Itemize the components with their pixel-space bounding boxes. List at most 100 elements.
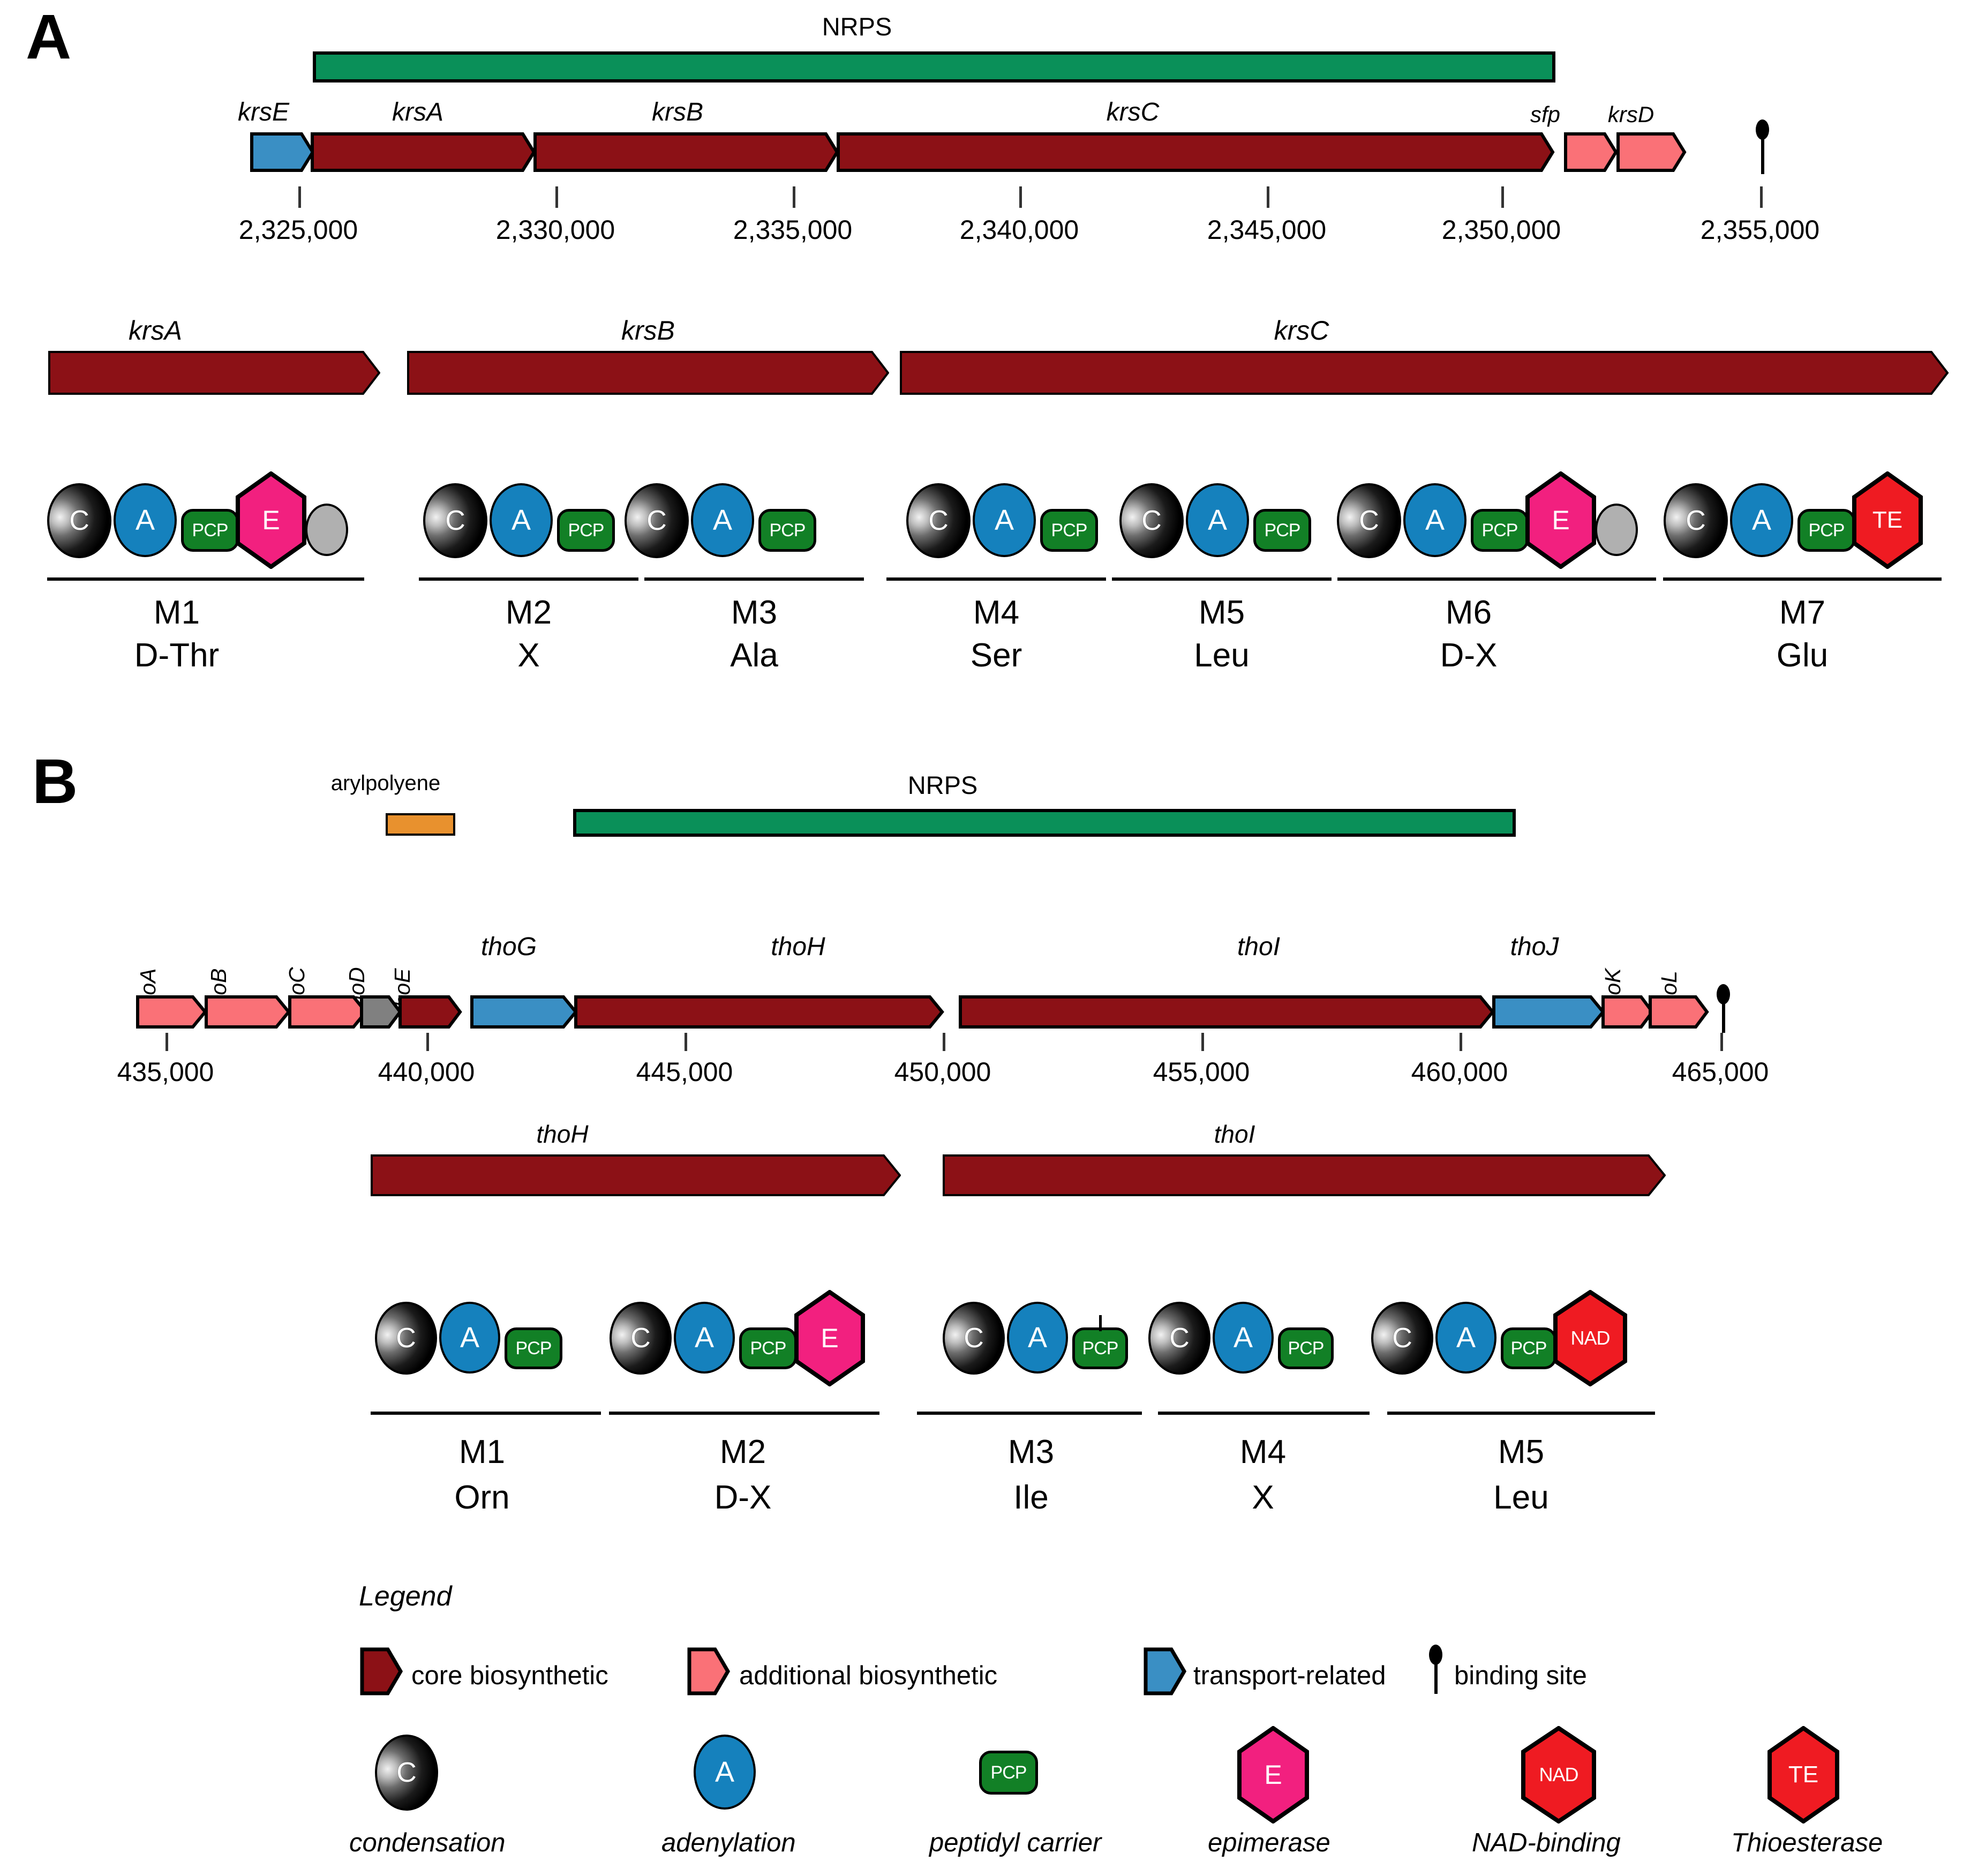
domain-adenylation[interactable]: A (1435, 1302, 1496, 1374)
panel-a-gene-krsA[interactable] (311, 132, 536, 172)
domain-peptidyl-carrier[interactable]: PCP (758, 509, 816, 552)
panel-a-binding-site-head (1756, 119, 1769, 140)
legend-symbol: NAD (1539, 1764, 1578, 1785)
panel-b-gene-thoD[interactable] (360, 995, 402, 1029)
legend-symbol: A (715, 1756, 735, 1788)
domain-condensation[interactable]: C (423, 483, 487, 558)
panel-b-gene-thoI[interactable] (959, 995, 1495, 1029)
module-underline (609, 1412, 879, 1415)
domain-label: A (1233, 1322, 1253, 1354)
domain-peptidyl-carrier[interactable]: PCP (1072, 1327, 1128, 1369)
domain-peptidyl-carrier[interactable]: PCP (1278, 1327, 1334, 1369)
domain-peptidyl-carrier[interactable]: PCP (1471, 509, 1529, 552)
domain-peptidyl-carrier[interactable]: PCP (1253, 509, 1311, 552)
domain-adenylation[interactable]: A (490, 483, 553, 557)
domain-condensation[interactable]: C (1664, 483, 1728, 558)
panel-a-protein-arrow-krsB[interactable] (407, 351, 889, 395)
domain-condensation[interactable]: C (47, 483, 111, 558)
domain-label: A (1207, 504, 1228, 536)
domain-adenylation[interactable]: A (1213, 1302, 1274, 1374)
domain-peptidyl-carrier[interactable]: PCP (1501, 1327, 1556, 1369)
panel-a-gene-krsB[interactable] (533, 132, 839, 172)
panel-b-binding-site-stem (1099, 1315, 1102, 1331)
domain-peptidyl-carrier[interactable]: PCP (739, 1327, 797, 1369)
module-underline (644, 577, 864, 581)
panel-a-protein-arrow-krsC[interactable] (900, 351, 1950, 395)
domain-label: PCP (568, 520, 605, 541)
domain-label: A (135, 504, 155, 536)
legend-swatch-thioesterase: TE (1768, 1726, 1839, 1824)
domain-adenylation[interactable]: A (674, 1302, 735, 1374)
module-substrate: Orn (454, 1479, 510, 1516)
domain-peptidyl-carrier[interactable]: PCP (505, 1327, 562, 1369)
domain-inactive[interactable] (1595, 504, 1638, 556)
panel-b-letter: B (32, 746, 78, 817)
domain-condensation[interactable]: C (1148, 1302, 1210, 1375)
domain-adenylation[interactable]: A (691, 483, 754, 557)
domain-condensation[interactable]: C (1337, 483, 1401, 558)
panel-a-region-label-nrps: NRPS (822, 12, 892, 41)
domain-condensation[interactable]: C (610, 1302, 672, 1375)
panel-b-gene-thoH[interactable] (574, 995, 944, 1029)
legend-label-peptidyl-carrier: peptidyl carrier (929, 1828, 1102, 1857)
domain-epimerase[interactable]: E (794, 1290, 865, 1386)
panel-a-tick-0 (298, 186, 301, 208)
panel-a-binding-site-stem (1761, 137, 1764, 174)
domain-adenylation[interactable]: A (973, 483, 1036, 557)
domain-adenylation[interactable]: A (1007, 1302, 1068, 1374)
panel-b-gene-thoL[interactable] (1649, 995, 1709, 1029)
panel-b-gene-thoC[interactable] (288, 995, 368, 1029)
panel-a-gene-label-krsC: krsC (1106, 98, 1160, 126)
domain-inactive[interactable] (305, 504, 348, 556)
panel-b-gene-label-thoG: thoG (480, 933, 537, 961)
panel-a-gene-krsC[interactable] (837, 132, 1555, 172)
panel-b-gene-thoA[interactable] (136, 995, 207, 1029)
panel-b-ticklabel-4: 455,000 (1153, 1057, 1250, 1087)
panel-b-gene-thoG[interactable] (470, 995, 578, 1029)
domain-epimerase[interactable]: E (1525, 471, 1596, 569)
panel-b-gene-thoK[interactable] (1601, 995, 1654, 1029)
module-name: M4 (1239, 1434, 1287, 1470)
legend-swatch-nad-binding: NAD (1521, 1726, 1596, 1824)
panel-b-region-bar-arylpolyene (386, 813, 455, 836)
panel-a-tick-2 (793, 186, 795, 208)
domain-nad-binding[interactable]: NAD (1553, 1290, 1627, 1386)
domain-condensation[interactable]: C (906, 483, 971, 558)
domain-adenylation[interactable]: A (439, 1302, 500, 1374)
panel-a-region-bar-nrps (313, 51, 1555, 82)
domain-condensation[interactable]: C (1119, 483, 1184, 558)
domain-adenylation[interactable]: A (114, 483, 177, 557)
legend-label-thioesterase: Thioesterase (1731, 1828, 1883, 1857)
domain-label: C (964, 1323, 984, 1354)
domain-label: PCP (1082, 1338, 1119, 1359)
panel-b-gene-thoJ[interactable] (1492, 995, 1605, 1029)
domain-peptidyl-carrier[interactable]: PCP (181, 509, 239, 552)
domain-peptidyl-carrier[interactable]: PCP (1798, 509, 1855, 552)
panel-b-binding-site-stem (1722, 1000, 1725, 1033)
domain-condensation[interactable]: C (375, 1302, 437, 1375)
domain-label: PCP (750, 1338, 787, 1359)
domain-epimerase[interactable]: E (236, 471, 306, 569)
panel-a-gene-label-krsA: krsA (392, 98, 443, 126)
domain-condensation[interactable]: C (1371, 1302, 1433, 1375)
panel-a-gene-sfp[interactable] (1564, 132, 1618, 172)
legend-symbol: PCP (990, 1762, 1027, 1783)
domain-adenylation[interactable]: A (1186, 483, 1249, 557)
panel-a-gene-krsD[interactable] (1616, 132, 1687, 172)
domain-condensation[interactable]: C (943, 1302, 1005, 1375)
panel-a-protein-arrow-krsA[interactable] (48, 351, 380, 395)
domain-condensation[interactable]: C (625, 483, 689, 558)
panel-b-protein-arrow-thoI[interactable] (943, 1154, 1666, 1196)
panel-b-protein-arrow-thoH[interactable] (371, 1154, 901, 1196)
panel-a-gene-krsE[interactable] (250, 132, 315, 172)
panel-b-protein-label-thoI: thoI (1214, 1120, 1255, 1148)
panel-a-ticklabel-5: 2,350,000 (1441, 215, 1561, 245)
domain-thioesterase[interactable]: TE (1852, 471, 1923, 569)
domain-adenylation[interactable]: A (1403, 483, 1466, 557)
domain-peptidyl-carrier[interactable]: PCP (557, 509, 615, 552)
domain-adenylation[interactable]: A (1730, 483, 1793, 557)
panel-b-gene-thoB[interactable] (205, 995, 291, 1029)
panel-b-gene-thoE[interactable] (398, 995, 462, 1029)
module-name: M7 (1779, 594, 1826, 631)
domain-peptidyl-carrier[interactable]: PCP (1040, 509, 1098, 552)
